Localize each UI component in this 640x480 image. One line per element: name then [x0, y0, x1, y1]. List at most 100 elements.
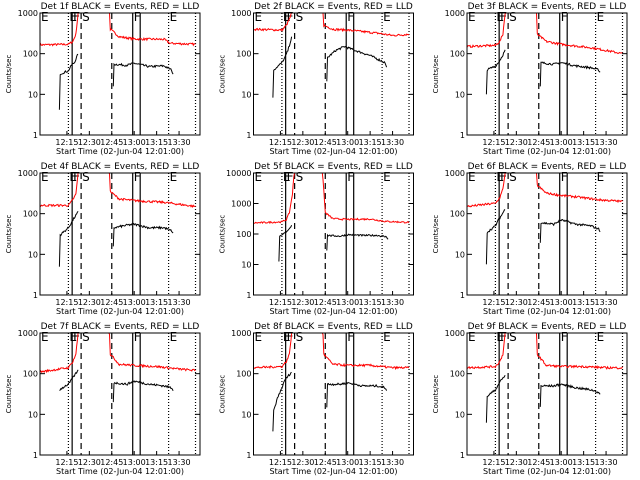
y-axis-label: Counts/sec: [5, 55, 13, 94]
y-tick-label: 1: [460, 291, 465, 300]
x-axis-label: Start Time (02-Jun-04 12:01:00): [270, 467, 398, 476]
x-tick-label: 13:00: [123, 458, 146, 467]
y-tick-label: 1: [33, 291, 38, 300]
marker-label: E: [597, 10, 605, 24]
events-series-black: [112, 222, 174, 247]
events-series-black: [485, 209, 506, 265]
events-series-black: [59, 369, 79, 391]
panel-title: Det 9f BLACK = Events, RED = LLD: [468, 322, 627, 332]
lld-series-red: [39, 332, 196, 374]
x-tick-label: 12:15: [269, 298, 292, 307]
y-axis-label: Counts/sec: [219, 375, 227, 414]
x-tick-label: 12:15: [482, 298, 505, 307]
x-tick-label: 13:15: [572, 138, 595, 147]
plot-frame: [253, 332, 414, 456]
x-tick-label: 12:30: [78, 138, 101, 147]
x-tick-label: 12:45: [527, 458, 550, 467]
events-series-black: [112, 380, 174, 403]
y-tick-label: 1: [246, 291, 251, 300]
y-axis-label: Counts/sec: [432, 375, 440, 414]
x-tick-label: 13:00: [123, 298, 146, 307]
x-tick-label: 13:00: [123, 138, 146, 147]
marker-label: F: [500, 330, 507, 344]
x-tick-label: 12:15: [269, 458, 292, 467]
y-tick-label: 100: [450, 370, 465, 379]
x-tick-label: 12:45: [314, 298, 337, 307]
lld-series-red: [466, 12, 623, 55]
marker-label: S: [296, 170, 304, 184]
y-tick-label: 10: [241, 410, 251, 419]
plot-frame: [39, 332, 201, 456]
marker-label: E: [283, 330, 291, 344]
panel-title: Det 4f BLACK = Events, RED = LLD: [41, 162, 200, 172]
y-tick-label: 10000: [226, 169, 251, 178]
events-series-black: [272, 36, 293, 98]
x-tick-label: 12:15: [482, 138, 505, 147]
x-tick-label: 12:15: [482, 458, 505, 467]
marker-label: E: [170, 10, 178, 24]
x-tick-label: 13:30: [168, 458, 191, 467]
plot-frame: [253, 172, 414, 296]
plot-frame: [466, 12, 628, 136]
y-tick-label: 1000: [18, 169, 38, 178]
marker-label: F: [500, 170, 507, 184]
panel-title: Det 3f BLACK = Events, RED = LLD: [468, 2, 627, 12]
marker-label: F: [134, 170, 141, 184]
marker-label: F: [561, 10, 568, 24]
marker-label: F: [134, 10, 141, 24]
events-series-black: [485, 374, 506, 423]
panel-title: Det 7f BLACK = Events, RED = LLD: [41, 322, 200, 332]
y-tick-label: 100: [236, 370, 251, 379]
x-axis-label: Start Time (02-Jun-04 12:01:00): [483, 147, 611, 156]
marker-label: S: [296, 330, 304, 344]
marker-label: S: [82, 10, 90, 24]
x-tick-label: 12:30: [78, 298, 101, 307]
x-tick-label: 13:30: [381, 458, 404, 467]
y-tick-label: 100: [23, 210, 38, 219]
x-tick-label: 12:45: [314, 458, 337, 467]
marker-label: E: [255, 170, 263, 184]
marker-label: E: [468, 330, 476, 344]
y-tick-label: 1000: [231, 200, 251, 209]
x-tick-label: 13:00: [550, 458, 573, 467]
y-tick-label: 1000: [445, 169, 465, 178]
marker-label: E: [468, 10, 476, 24]
marker-label: E: [597, 170, 605, 184]
y-tick-label: 1: [460, 451, 465, 460]
marker-label: E: [383, 170, 391, 184]
y-tick-label: 100: [450, 50, 465, 59]
marker-label: E: [41, 10, 49, 24]
x-tick-label: 13:30: [595, 298, 618, 307]
x-tick-label: 12:45: [100, 138, 123, 147]
y-tick-label: 1: [33, 451, 38, 460]
x-tick-label: 12:30: [291, 458, 314, 467]
y-tick-label: 10: [241, 261, 251, 270]
marker-label: F: [561, 170, 568, 184]
y-tick-label: 10: [455, 410, 465, 419]
x-tick-label: 13:15: [145, 138, 168, 147]
x-axis-label: Start Time (02-Jun-04 12:01:00): [56, 147, 184, 156]
x-tick-label: 13:30: [381, 298, 404, 307]
y-tick-label: 1000: [231, 9, 251, 18]
y-tick-label: 1000: [231, 329, 251, 338]
y-tick-label: 100: [23, 370, 38, 379]
events-series-black: [326, 233, 389, 251]
marker-label: S: [82, 170, 90, 184]
marker-label: E: [496, 10, 504, 24]
x-tick-label: 12:30: [505, 138, 528, 147]
x-tick-label: 13:15: [145, 458, 168, 467]
x-tick-label: 13:15: [572, 458, 595, 467]
marker-label: F: [347, 170, 354, 184]
panel-title: Det 1f BLACK = Events, RED = LLD: [41, 2, 200, 12]
marker-label: F: [287, 170, 294, 184]
plot-frame: [466, 172, 628, 296]
marker-label: S: [509, 10, 517, 24]
events-series-black: [278, 224, 293, 262]
y-tick-label: 1000: [18, 9, 38, 18]
